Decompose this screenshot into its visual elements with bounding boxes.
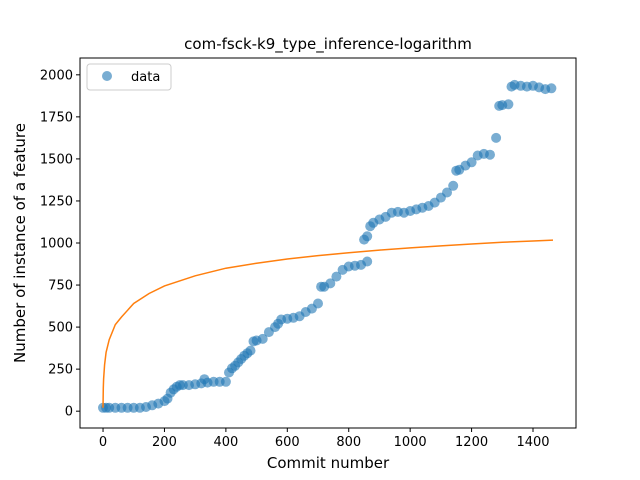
data-point (245, 345, 256, 356)
x-tick-label: 200 (152, 435, 177, 450)
chart-title: com-fsck-k9_type_inference-logarithm (184, 35, 472, 54)
data-point (546, 83, 557, 94)
data-point (442, 187, 452, 198)
data-point (466, 157, 477, 168)
data-point (220, 376, 231, 387)
y-axis-ticks: 0 250 500 750 1000 1250 1500 1750 2000 (40, 68, 80, 420)
y-tick-label: 0 (65, 405, 73, 420)
y-tick-label: 1500 (40, 152, 73, 167)
data-point (362, 256, 373, 267)
x-tick-label: 1200 (455, 435, 488, 450)
legend-box (86, 63, 172, 91)
x-tick-label: 800 (336, 435, 361, 450)
data-point (257, 333, 268, 344)
y-tick-label: 750 (48, 279, 73, 294)
data-point (448, 180, 459, 191)
y-tick-label: 1750 (40, 110, 73, 125)
x-tick-label: 400 (213, 435, 238, 450)
x-tick-label: 1000 (394, 435, 427, 450)
y-tick-label: 500 (48, 321, 73, 336)
data-point (485, 149, 495, 160)
plot-area (98, 79, 557, 413)
legend-label-data: data (131, 70, 160, 85)
x-tick-label: 1400 (516, 435, 549, 450)
x-axis-ticks: 0 200 400 600 800 1000 1200 1400 (99, 428, 550, 450)
data-point (491, 132, 502, 143)
legend: data (86, 63, 172, 91)
data-point (331, 271, 342, 282)
data-point (325, 278, 336, 289)
y-tick-label: 2000 (40, 68, 73, 83)
x-tick-label: 0 (99, 435, 107, 450)
y-tick-label: 250 (48, 363, 73, 378)
y-tick-label: 1000 (40, 237, 73, 252)
data-point (313, 298, 323, 309)
data-point (362, 231, 373, 242)
x-axis-label: Commit number (267, 454, 390, 472)
legend-marker-data (102, 71, 112, 81)
x-tick-label: 600 (275, 435, 300, 450)
y-tick-label: 1250 (40, 194, 73, 209)
y-axis-label: Number of instance of a feature (11, 123, 29, 363)
series-line-fit (102, 239, 554, 408)
data-point (503, 99, 514, 110)
